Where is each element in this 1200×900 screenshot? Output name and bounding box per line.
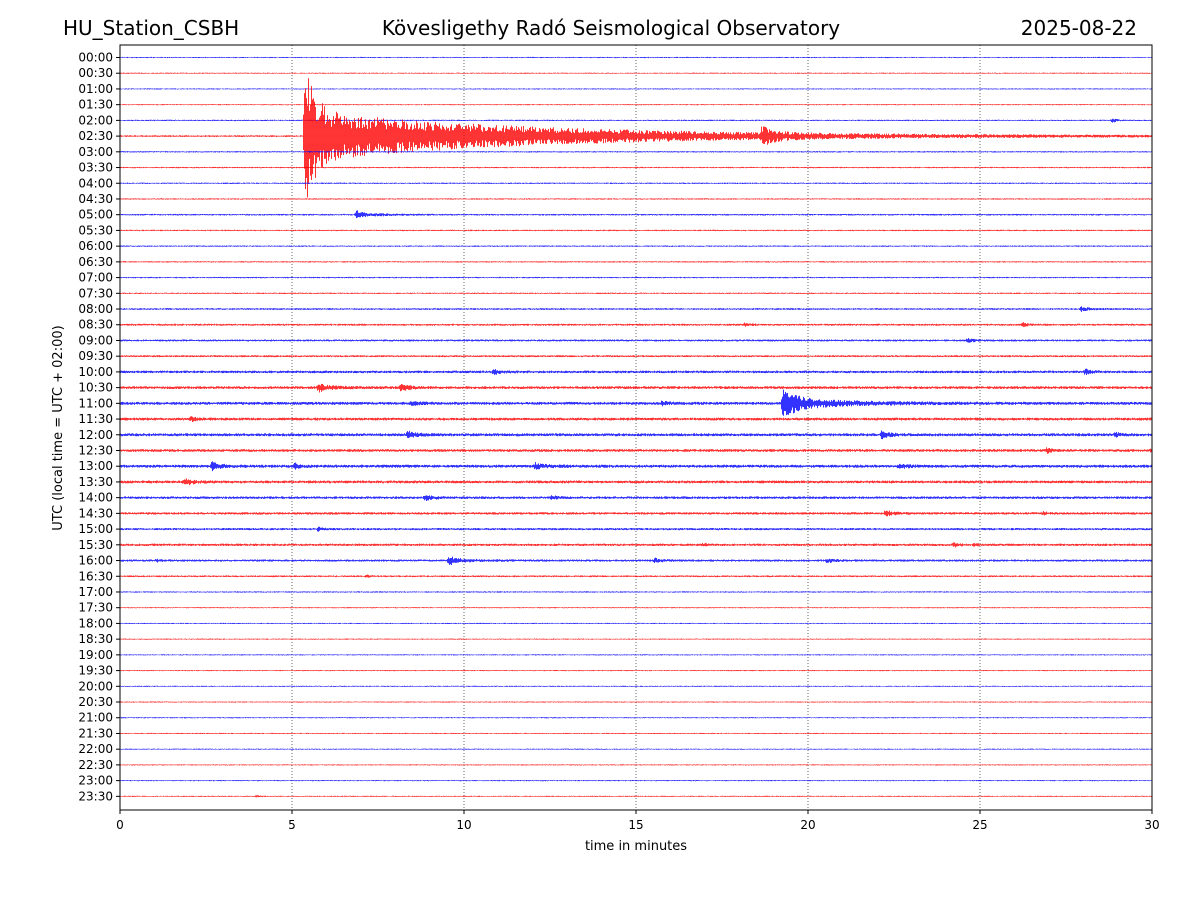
y-tick-label: 17:00 (78, 585, 113, 599)
y-tick-label: 13:30 (78, 475, 113, 489)
y-tick-label: 22:30 (78, 758, 113, 772)
y-tick-label: 18:00 (78, 616, 113, 630)
y-tick-label: 08:00 (78, 302, 113, 316)
y-tick-label: 09:30 (78, 349, 113, 363)
y-tick-label: 14:30 (78, 506, 113, 520)
y-axis-label: UTC (local time = UTC + 02:00) (51, 325, 66, 530)
x-axis-ticks: 0 5 10 15 20 25 30 (116, 810, 1160, 832)
y-tick-label: 16:30 (78, 569, 113, 583)
y-tick-label: 15:00 (78, 522, 113, 536)
x-tick-label: 15 (628, 818, 643, 832)
y-tick-label: 23:00 (78, 774, 113, 788)
y-tick-label: 00:30 (78, 66, 113, 80)
y-tick-label: 23:30 (78, 789, 113, 803)
y-tick-label: 12:00 (78, 428, 113, 442)
plot-area (120, 45, 1152, 810)
y-tick-label: 14:00 (78, 491, 113, 505)
x-tick-label: 20 (800, 818, 815, 832)
y-tick-label: 21:00 (78, 711, 113, 725)
station-label: HU_Station_CSBH (63, 16, 239, 40)
y-tick-label: 06:00 (78, 239, 113, 253)
y-tick-label: 19:00 (78, 648, 113, 662)
y-tick-label: 15:30 (78, 538, 113, 552)
y-tick-label: 01:00 (78, 82, 113, 96)
y-tick-label: 11:30 (78, 412, 113, 426)
y-tick-label: 12:30 (78, 444, 113, 458)
x-tick-label: 25 (972, 818, 987, 832)
y-tick-label: 03:00 (78, 145, 113, 159)
y-tick-label: 02:30 (78, 129, 113, 143)
y-tick-label: 13:00 (78, 459, 113, 473)
y-tick-label: 01:30 (78, 98, 113, 112)
date-label: 2025-08-22 (1021, 16, 1137, 40)
y-tick-label: 10:00 (78, 365, 113, 379)
y-tick-label: 04:00 (78, 176, 113, 190)
y-tick-label: 18:30 (78, 632, 113, 646)
y-tick-label: 19:30 (78, 664, 113, 678)
y-tick-label: 17:30 (78, 601, 113, 615)
x-tick-label: 0 (116, 818, 124, 832)
x-tick-label: 10 (456, 818, 471, 832)
y-tick-label: 05:00 (78, 208, 113, 222)
y-tick-label: 04:30 (78, 192, 113, 206)
observatory-title: Kövesligethy Radó Seismological Observat… (382, 16, 840, 40)
y-tick-label: 05:30 (78, 223, 113, 237)
y-tick-label: 00:00 (78, 51, 113, 65)
x-tick-label: 30 (1144, 818, 1159, 832)
y-tick-label: 10:30 (78, 381, 113, 395)
y-tick-label: 09:00 (78, 333, 113, 347)
x-axis-label: time in minutes (585, 839, 687, 854)
y-tick-label: 06:30 (78, 255, 113, 269)
y-tick-label: 02:00 (78, 113, 113, 127)
x-tick-label: 5 (288, 818, 296, 832)
y-tick-label: 21:30 (78, 726, 113, 740)
y-tick-label: 20:00 (78, 679, 113, 693)
y-tick-label: 08:30 (78, 318, 113, 332)
y-tick-label: 07:30 (78, 286, 113, 300)
y-tick-label: 03:30 (78, 161, 113, 175)
y-tick-label: 11:00 (78, 396, 113, 410)
y-tick-label: 20:30 (78, 695, 113, 709)
y-tick-label: 07:00 (78, 271, 113, 285)
y-tick-label: 16:00 (78, 554, 113, 568)
y-tick-label: 22:00 (78, 742, 113, 756)
